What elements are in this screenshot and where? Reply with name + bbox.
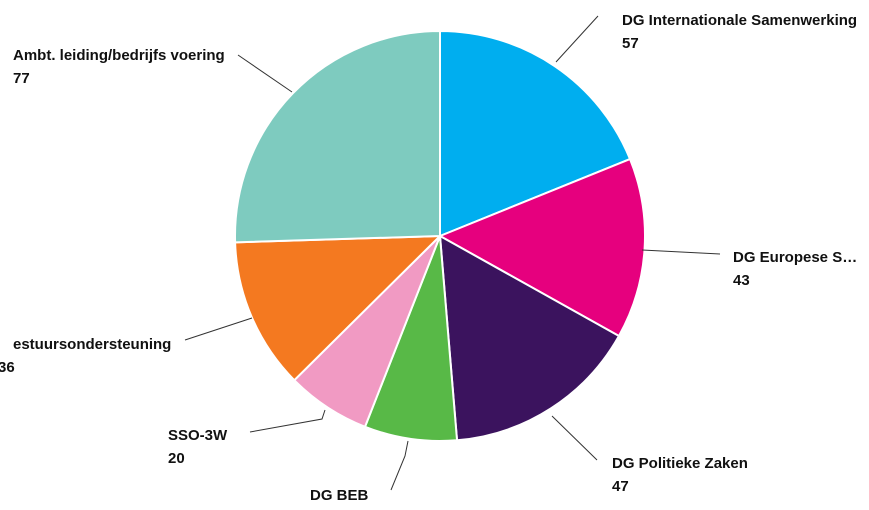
pie-slice (438, 234, 621, 442)
slice-label: DG Internationale Samenwerking (622, 12, 857, 29)
slice-label: Ambt. leiding/bedrijfs voering (13, 47, 225, 64)
slice-label: DG Europese S… (733, 249, 857, 266)
slice-label: estuursondersteuning (13, 336, 171, 353)
leader-line (237, 54, 293, 93)
slice-value: 43 (733, 272, 750, 289)
slice-value: 36 (0, 359, 15, 376)
slice-value: 77 (13, 70, 30, 87)
pie-slice (234, 234, 443, 382)
slice-label: DG Politieke Zaken (612, 455, 748, 472)
pie-slice (439, 29, 632, 238)
leader-line (641, 249, 721, 255)
slice-label: DG BEB (310, 487, 369, 504)
pie-slice (234, 29, 441, 244)
leader-line (390, 440, 409, 491)
leader-line (551, 415, 598, 461)
leader-line (555, 15, 599, 63)
slice-value: 57 (622, 35, 639, 52)
slice-value: 47 (612, 478, 629, 495)
leader-line (184, 317, 253, 341)
slice-value: 20 (168, 450, 185, 467)
slice-label: SSO-3W (168, 427, 228, 444)
pie-slice (437, 157, 646, 338)
leader-line (249, 409, 326, 433)
